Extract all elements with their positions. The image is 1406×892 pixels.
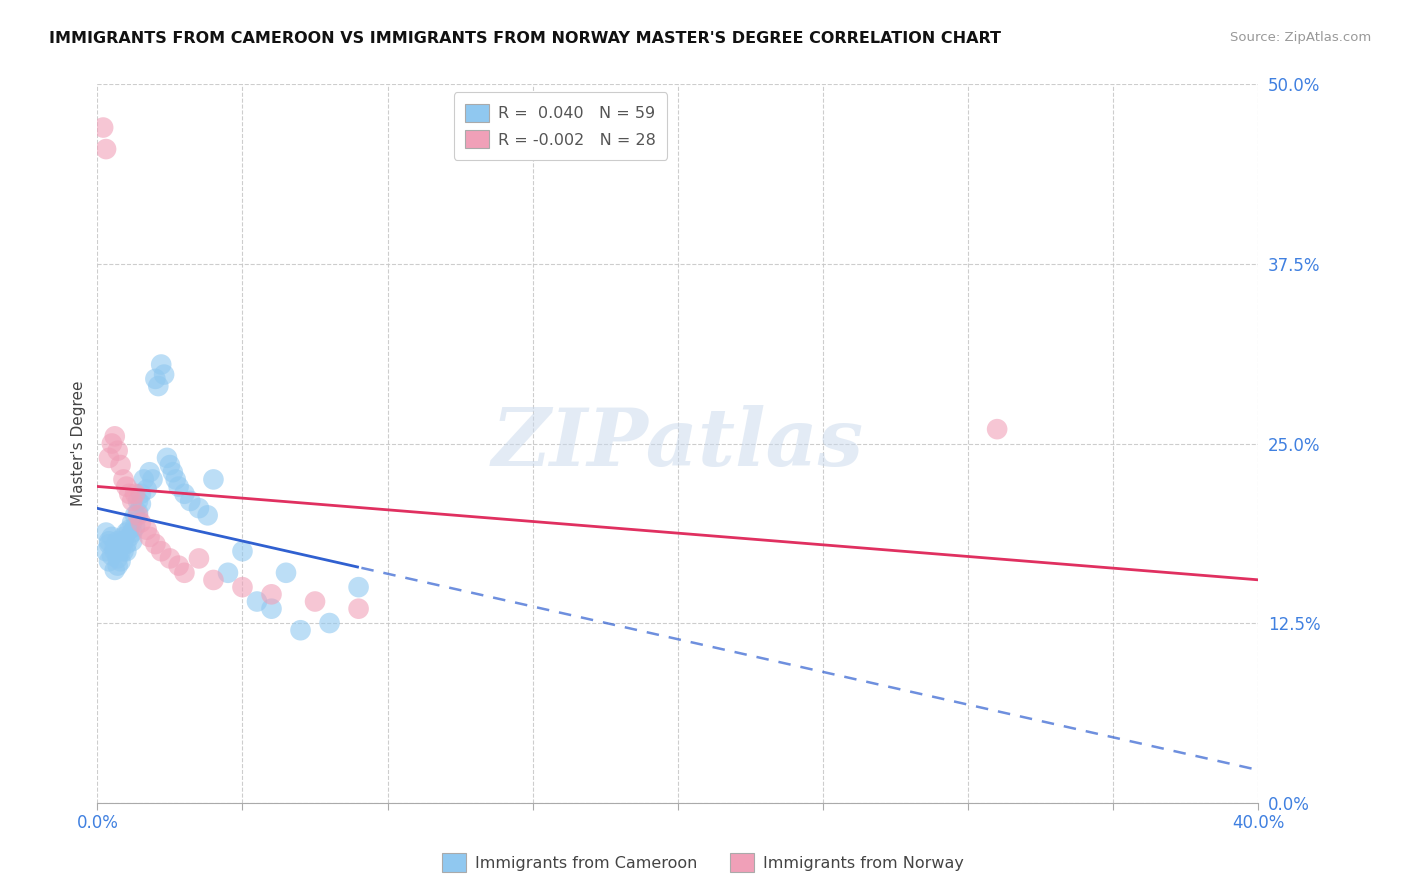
Point [231,580,253,594]
Point [118,523,141,537]
Point [115,525,138,540]
Y-axis label: Master's Degree: Master's Degree [72,381,86,507]
Text: IMMIGRANTS FROM CAMEROON VS IMMIGRANTS FROM NORWAY MASTER'S DEGREE CORRELATION C: IMMIGRANTS FROM CAMEROON VS IMMIGRANTS F… [49,31,1001,46]
Point [129,497,152,511]
Point [159,551,181,566]
Point [141,472,163,486]
Point [124,520,146,534]
Point [156,450,179,465]
Point [101,549,124,563]
Point [173,487,195,501]
Point [104,429,127,443]
Point [127,494,149,508]
Point [187,501,209,516]
Point [260,587,283,601]
Point [112,472,135,486]
Point [110,458,132,472]
Point [115,480,138,494]
Point [167,558,190,573]
Point [115,537,138,551]
Point [97,537,120,551]
Point [94,544,117,558]
Point [115,544,138,558]
Point [121,494,143,508]
Point [138,530,160,544]
Point [165,472,187,486]
Point [129,487,152,501]
Point [110,554,132,568]
Point [202,573,225,587]
Point [104,544,127,558]
Point [290,624,312,638]
Point [97,450,120,465]
Point [217,566,239,580]
Point [347,580,370,594]
Point [274,566,297,580]
Point [187,551,209,566]
Point [91,120,114,135]
Point [145,372,167,386]
Point [104,563,127,577]
Text: Source: ZipAtlas.com: Source: ZipAtlas.com [1230,31,1371,45]
Point [121,516,143,530]
Point [107,443,129,458]
Point [318,615,340,630]
Point [246,594,269,608]
Point [110,544,132,558]
Point [197,508,219,523]
Point [121,534,143,549]
Point [231,544,253,558]
Point [150,544,173,558]
Point [112,530,135,544]
Point [129,516,152,530]
Point [118,487,141,501]
Point [347,601,370,615]
Point [110,540,132,554]
Point [94,142,117,156]
Point [179,494,201,508]
Point [101,436,124,450]
Point [986,422,1008,436]
Point [150,358,173,372]
Legend: Immigrants from Cameroon, Immigrants from Norway: Immigrants from Cameroon, Immigrants fro… [434,845,972,880]
Point [132,472,155,486]
Point [97,554,120,568]
Point [107,558,129,573]
Point [304,594,326,608]
Point [162,465,184,479]
Point [97,534,120,549]
Point [260,601,283,615]
Text: ZIPatlas: ZIPatlas [492,405,863,483]
Point [107,534,129,549]
Point [153,368,176,382]
Point [112,544,135,558]
Point [94,525,117,540]
Point [124,508,146,523]
Point [145,537,167,551]
Legend: R =  0.040   N = 59, R = -0.002   N = 28: R = 0.040 N = 59, R = -0.002 N = 28 [454,93,668,160]
Point [121,525,143,540]
Point [173,566,195,580]
Point [167,480,190,494]
Point [112,534,135,549]
Point [124,487,146,501]
Point [135,483,157,497]
Point [127,506,149,520]
Point [107,551,129,566]
Point [135,523,157,537]
Point [202,472,225,486]
Point [101,530,124,544]
Point [159,458,181,472]
Point [118,530,141,544]
Point [148,379,170,393]
Point [104,540,127,554]
Point [138,465,160,479]
Point [127,508,149,523]
